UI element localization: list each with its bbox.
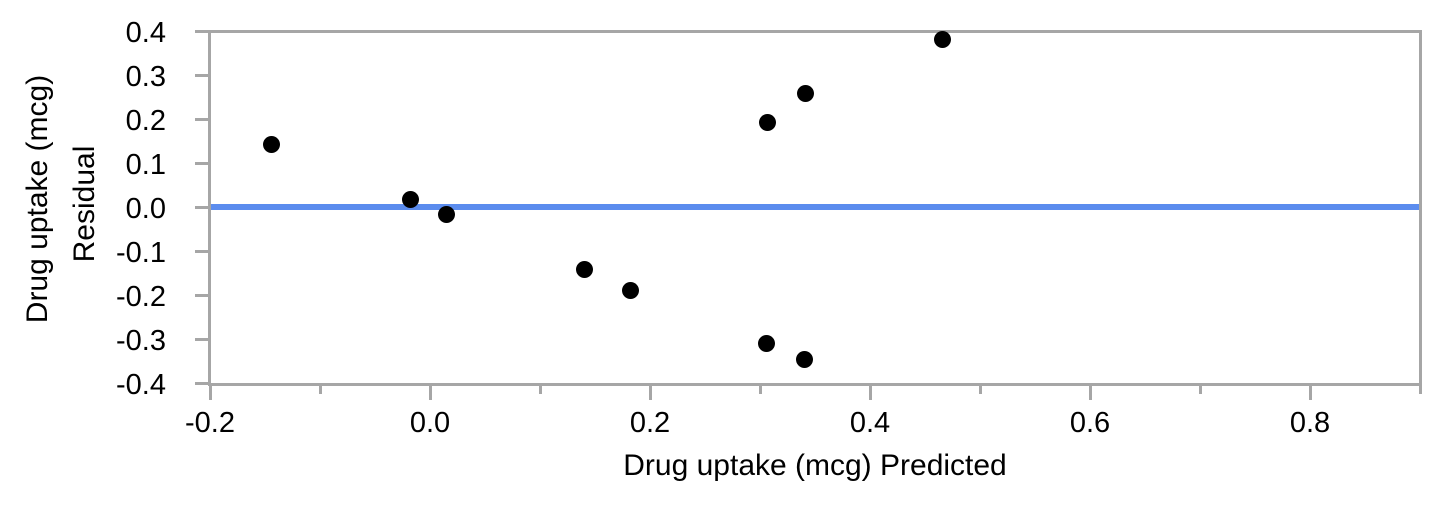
y-axis-tick-label: 0.3 xyxy=(125,61,166,93)
data-point[interactable] xyxy=(621,281,639,299)
y-axis-tick-label: 0.2 xyxy=(125,105,166,137)
y-axis-title-line2: Residual xyxy=(68,145,101,263)
x-axis-tick-label: 0.0 xyxy=(409,407,451,439)
y-axis-title-line1: Drug uptake (mcg) xyxy=(21,74,54,324)
data-point[interactable] xyxy=(263,136,281,154)
y-axis-tick xyxy=(195,293,210,297)
x-axis-minor-tick xyxy=(978,385,982,394)
y-axis-tick-label: -0.2 xyxy=(116,281,166,313)
data-point[interactable] xyxy=(438,206,455,224)
y-axis-tick-label: -0.3 xyxy=(116,325,166,357)
y-axis-tick xyxy=(195,381,210,385)
x-axis-tick xyxy=(428,385,432,400)
y-axis-tick xyxy=(195,205,210,209)
x-axis-title: Drug uptake (mcg) Predicted xyxy=(623,449,1007,482)
zero-reference-line xyxy=(211,204,1419,210)
x-axis-minor-tick xyxy=(1418,385,1422,394)
x-axis-minor-tick xyxy=(758,385,762,394)
y-axis-tick xyxy=(195,117,210,121)
x-axis-tick xyxy=(868,385,872,400)
x-axis-minor-tick xyxy=(1198,385,1202,394)
x-axis-tick-label: 0.6 xyxy=(1069,407,1111,439)
x-axis-tick xyxy=(1308,385,1312,400)
data-point[interactable] xyxy=(759,114,777,132)
y-axis-tick-label: 0.4 xyxy=(125,17,166,49)
data-point[interactable] xyxy=(401,191,419,209)
x-axis-tick-label: 0.2 xyxy=(629,407,671,439)
x-axis-tick-label: -0.2 xyxy=(185,407,235,439)
y-axis-tick-label: 0.0 xyxy=(125,193,166,225)
x-axis-tick xyxy=(1088,385,1092,400)
data-point[interactable] xyxy=(575,261,593,279)
y-axis-tick xyxy=(195,337,210,341)
y-axis-tick xyxy=(195,249,210,253)
data-point[interactable] xyxy=(758,334,776,352)
y-axis-tick-label: -0.1 xyxy=(116,237,166,269)
y-axis-tick xyxy=(195,29,210,33)
data-point[interactable] xyxy=(796,85,814,103)
x-axis-tick-label: 0.4 xyxy=(849,407,891,439)
x-axis-tick-label: 0.8 xyxy=(1289,407,1331,439)
x-axis-tick xyxy=(208,385,212,400)
data-point[interactable] xyxy=(795,350,813,368)
x-axis-minor-tick xyxy=(538,385,542,394)
y-axis-tick xyxy=(195,161,210,165)
x-axis-minor-tick xyxy=(318,385,322,394)
y-axis-tick-label: -0.4 xyxy=(116,369,166,401)
data-point[interactable] xyxy=(934,31,952,49)
y-axis-tick-label: 0.1 xyxy=(125,149,166,181)
x-axis-tick xyxy=(648,385,652,400)
y-axis-tick xyxy=(195,73,210,77)
